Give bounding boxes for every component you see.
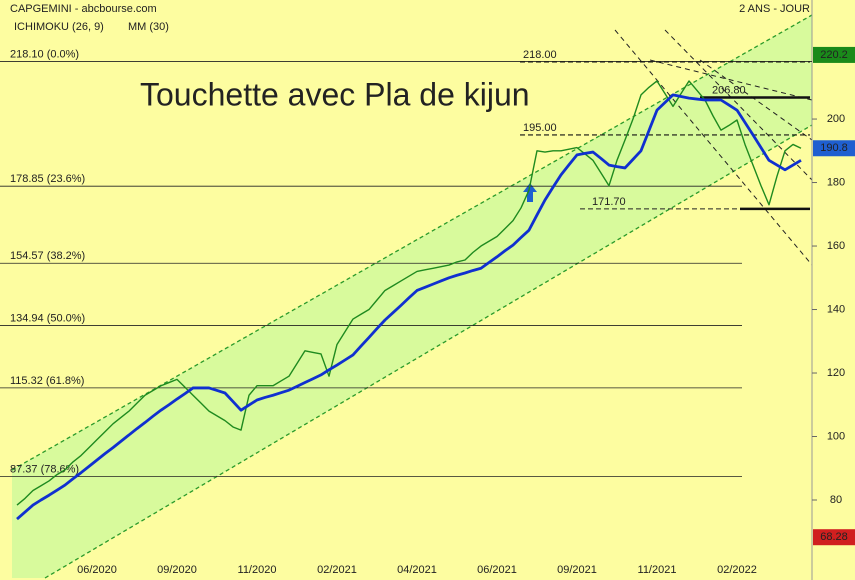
fan-lines: [614, 29, 813, 266]
y-tick-label: 200: [827, 113, 845, 125]
y-tick-label: 180: [827, 176, 845, 188]
fib-label: 115.32 (61.8%): [10, 375, 84, 387]
channel-upper: [11, 14, 813, 471]
fib-label: 178.85 (23.6%): [10, 173, 85, 185]
y-tick-label: 120: [827, 367, 845, 379]
ma-line: [16, 93, 802, 521]
x-tick-label: 09/2021: [557, 564, 597, 576]
fib-label: 154.57 (38.2%): [10, 250, 85, 262]
fib-label: 218.10 (0.0%): [10, 48, 79, 60]
x-tick-label: 02/2021: [317, 564, 357, 576]
price-marker: [813, 529, 855, 546]
x-tick-label: 06/2021: [477, 564, 517, 576]
fib-label: 134.94 (50.0%): [10, 312, 85, 324]
channel-lower: [44, 124, 813, 579]
price-line: [16, 80, 802, 506]
x-tick-label: 04/2021: [397, 564, 437, 576]
level-label: 218.00: [523, 49, 557, 61]
y-tick-label: 100: [827, 430, 845, 442]
price-marker: [813, 46, 855, 63]
price-marker-label: 190.8: [820, 142, 848, 154]
x-tick-label: 11/2021: [638, 564, 677, 576]
x-tick-label: 06/2020: [77, 564, 117, 576]
x-tick-label: 11/2020: [238, 564, 277, 576]
subtitle: 2 ANS - JOUR: [739, 3, 810, 15]
indicator-label: ICHIMOKU (26, 9): [14, 21, 104, 33]
y-tick-label: 160: [827, 240, 845, 252]
price-marker-label: 220.2: [820, 49, 848, 61]
level-label: 206.80: [712, 84, 746, 96]
x-tick-label: 09/2020: [157, 564, 197, 576]
y-tick-label: 80: [830, 494, 842, 506]
legend-entry: MM (30): [128, 21, 169, 33]
level-label: 171.70: [592, 196, 626, 208]
y-tick-label: 140: [827, 303, 845, 315]
level-label: 195.00: [523, 122, 557, 134]
x-tick-label: 02/2022: [717, 564, 757, 576]
price-marker: [813, 140, 855, 157]
price-marker-label: 68.28: [820, 531, 848, 543]
chart-title: Touchette avec Pla de kijun: [140, 76, 530, 112]
source: CAPGEMINI - abcbourse.com: [10, 3, 157, 15]
arrow: [523, 183, 537, 202]
